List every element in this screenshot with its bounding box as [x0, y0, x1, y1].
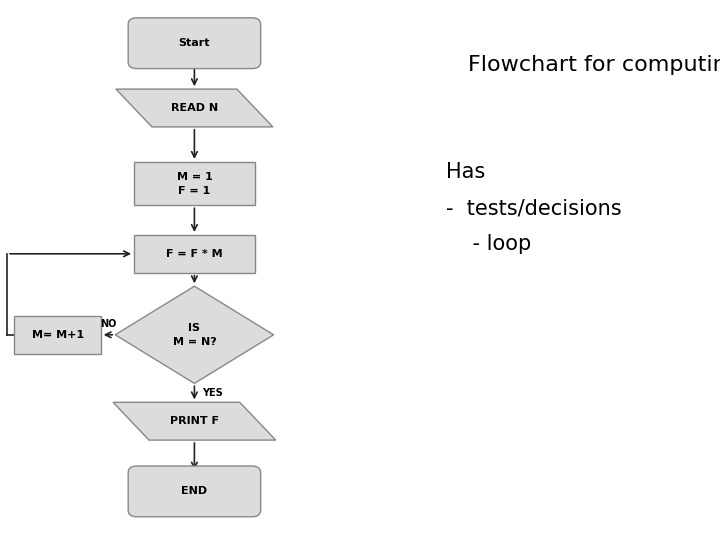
Text: Start: Start [179, 38, 210, 48]
Text: IS
M = N?: IS M = N? [173, 323, 216, 347]
Bar [14, 316, 101, 354]
Polygon shape [113, 402, 276, 440]
Text: PRINT F: PRINT F [170, 416, 219, 426]
Text: Flowchart for computing N!: Flowchart for computing N! [468, 55, 720, 75]
Polygon shape [115, 286, 274, 383]
Text: Has
-  tests/decisions
    - loop: Has - tests/decisions - loop [446, 162, 622, 254]
Text: M = 1
F = 1: M = 1 F = 1 [176, 172, 212, 195]
Polygon shape [116, 89, 273, 127]
Text: END: END [181, 487, 207, 496]
Text: READ N: READ N [171, 103, 218, 113]
Bar [134, 235, 255, 273]
Text: YES: YES [202, 388, 222, 398]
Bar [134, 162, 255, 205]
Text: F = F * M: F = F * M [166, 249, 222, 259]
FancyBboxPatch shape [128, 18, 261, 69]
Text: NO: NO [100, 319, 116, 329]
Text: M= M+1: M= M+1 [32, 330, 84, 340]
FancyBboxPatch shape [128, 466, 261, 517]
